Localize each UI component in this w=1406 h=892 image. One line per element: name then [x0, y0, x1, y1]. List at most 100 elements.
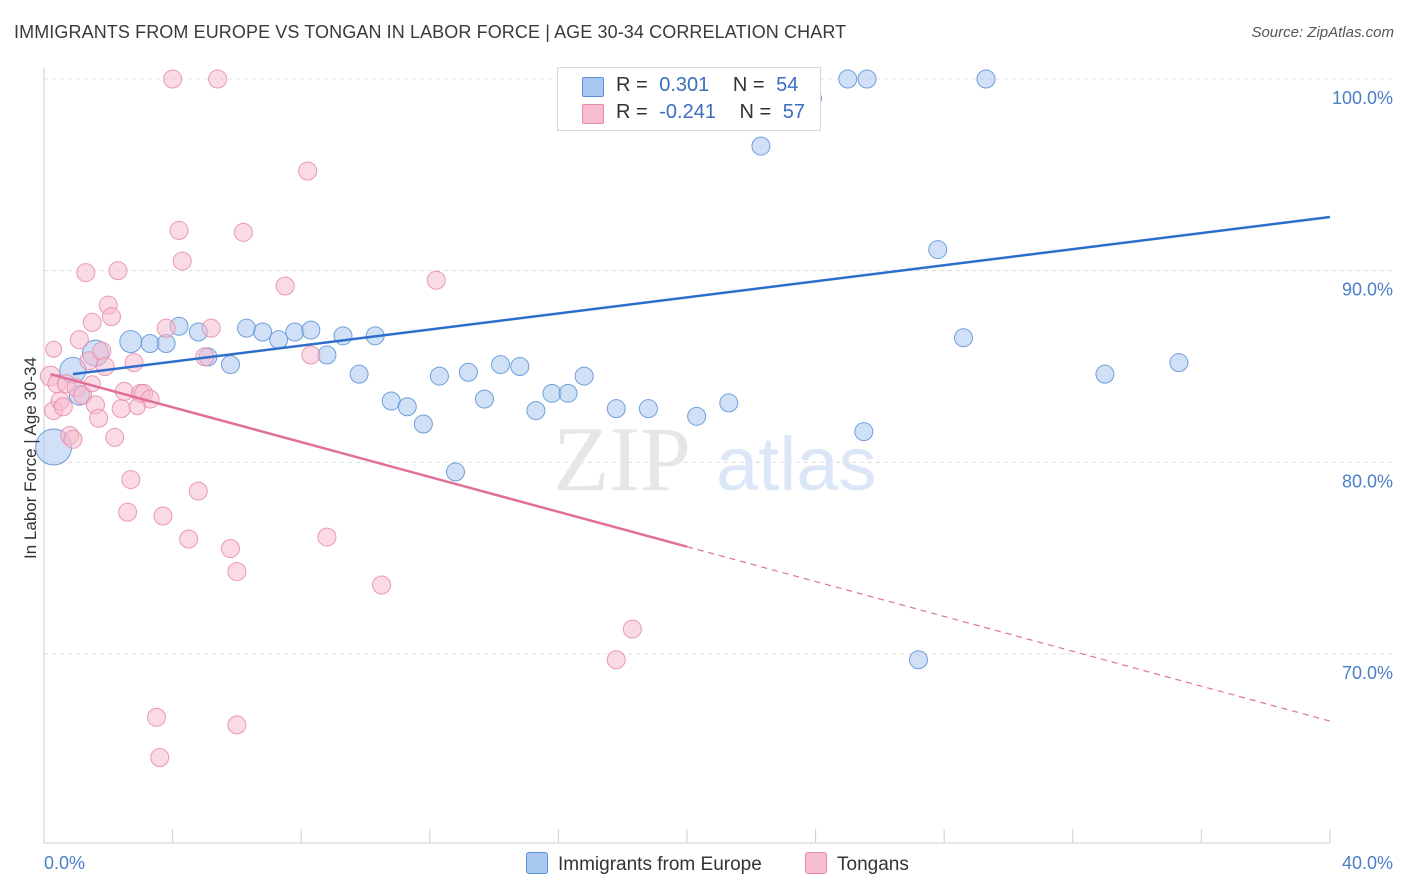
legend-item-tongans: Tongans [805, 852, 909, 876]
stats-legend: R = 0.301 N = 54 R = -0.241 N = 57 [557, 67, 821, 131]
legend-swatch-europe [526, 852, 548, 874]
point-tongans [128, 398, 146, 416]
legend-swatch-tongans [582, 104, 604, 124]
point-tongans [188, 481, 208, 501]
point-europe [1169, 353, 1189, 373]
point-europe [838, 69, 858, 89]
point-tongans [208, 69, 228, 89]
trend-line-tongans-extrapolated [686, 546, 1331, 722]
point-europe [857, 69, 877, 89]
point-tongans [227, 715, 247, 735]
y-tick-label: 100.0% [1332, 88, 1393, 108]
x-tick-label-min: 0.0% [44, 853, 85, 873]
point-europe [446, 462, 466, 482]
point-tongans [179, 529, 199, 549]
point-tongans [298, 161, 318, 181]
point-europe [220, 355, 240, 375]
point-tongans [95, 357, 115, 376]
trend-line-tongans [50, 372, 688, 548]
point-tongans [301, 345, 321, 365]
point-tongans [426, 270, 446, 290]
point-tongans [118, 502, 138, 522]
n-value-tongans: 57 [782, 101, 806, 123]
point-europe [458, 362, 478, 382]
point-tongans [63, 429, 83, 449]
point-europe [301, 320, 321, 340]
point-tongans [102, 307, 122, 327]
y-axis-label: In Labor Force | Age 30-34 [21, 357, 40, 559]
point-tongans [108, 261, 128, 281]
point-europe [474, 389, 494, 409]
point-europe [397, 397, 417, 417]
legend-label-tongans: Tongans [837, 854, 909, 875]
trend-lines [50, 215, 1331, 722]
point-tongans [172, 251, 192, 271]
n-label: N = [732, 74, 765, 96]
point-europe [237, 318, 257, 338]
y-tick-label: 90.0% [1342, 280, 1393, 300]
point-europe [349, 364, 369, 384]
point-tongans [201, 318, 221, 338]
point-europe [510, 357, 530, 376]
point-europe [269, 330, 289, 350]
point-tongans [121, 470, 141, 490]
chart-title: IMMIGRANTS FROM EUROPE VS TONGAN IN LABO… [14, 22, 847, 42]
watermark: ZIP atlas [553, 408, 877, 510]
point-tongans [606, 650, 626, 670]
point-tongans [169, 220, 189, 240]
point-europe [908, 650, 928, 670]
trend-line-europe [72, 215, 1331, 376]
r-value-europe: 0.301 [659, 74, 710, 96]
point-tongans [124, 353, 144, 373]
point-europe [381, 391, 401, 411]
point-europe [413, 414, 433, 434]
point-europe [687, 406, 707, 426]
point-tongans [220, 539, 240, 559]
point-europe [976, 69, 996, 89]
point-europe [429, 366, 449, 386]
point-europe [1095, 364, 1115, 384]
point-tongans [156, 318, 176, 338]
point-tongans [372, 575, 392, 595]
point-europe [140, 334, 160, 353]
point-tongans [73, 385, 93, 405]
point-europe [928, 240, 948, 260]
point-tongans [69, 330, 89, 350]
point-europe [119, 330, 143, 354]
legend-swatch-europe [582, 77, 604, 97]
point-tongans [227, 562, 247, 582]
point-europe [719, 393, 739, 413]
point-tongans [233, 222, 253, 242]
point-tongans [82, 312, 102, 332]
legend-label-europe: Immigrants from Europe [558, 854, 762, 875]
point-europe [751, 136, 771, 156]
point-europe [558, 383, 578, 403]
source-label: Source: ZipAtlas.com [1251, 24, 1394, 41]
point-europe [542, 383, 562, 403]
point-europe [285, 322, 305, 342]
point-tongans [163, 69, 183, 89]
y-tick-label: 70.0% [1342, 663, 1393, 683]
point-europe [253, 322, 273, 342]
tick-labels: 100.0% 90.0% 80.0% 70.0% 0.0% 40.0% [44, 88, 1393, 873]
point-europe [638, 399, 658, 419]
x-tick-label-max: 40.0% [1342, 853, 1393, 873]
point-tongans [275, 276, 295, 296]
point-tongans [76, 263, 96, 283]
legend-item-europe: Immigrants from Europe [526, 852, 762, 876]
r-value-tongans: -0.241 [659, 101, 716, 123]
point-tongans [89, 408, 109, 428]
legend-swatch-tongans [805, 852, 827, 874]
point-tongans [153, 506, 173, 526]
y-tick-label: 80.0% [1342, 471, 1393, 491]
r-label: R = [616, 101, 648, 123]
watermark-zip: ZIP [553, 408, 691, 510]
point-tongans [147, 707, 167, 727]
point-tongans [45, 340, 63, 358]
point-tongans [317, 527, 337, 547]
r-label: R = [616, 74, 648, 96]
point-europe [491, 355, 511, 375]
point-tongans [92, 341, 112, 361]
point-europe [606, 399, 626, 419]
